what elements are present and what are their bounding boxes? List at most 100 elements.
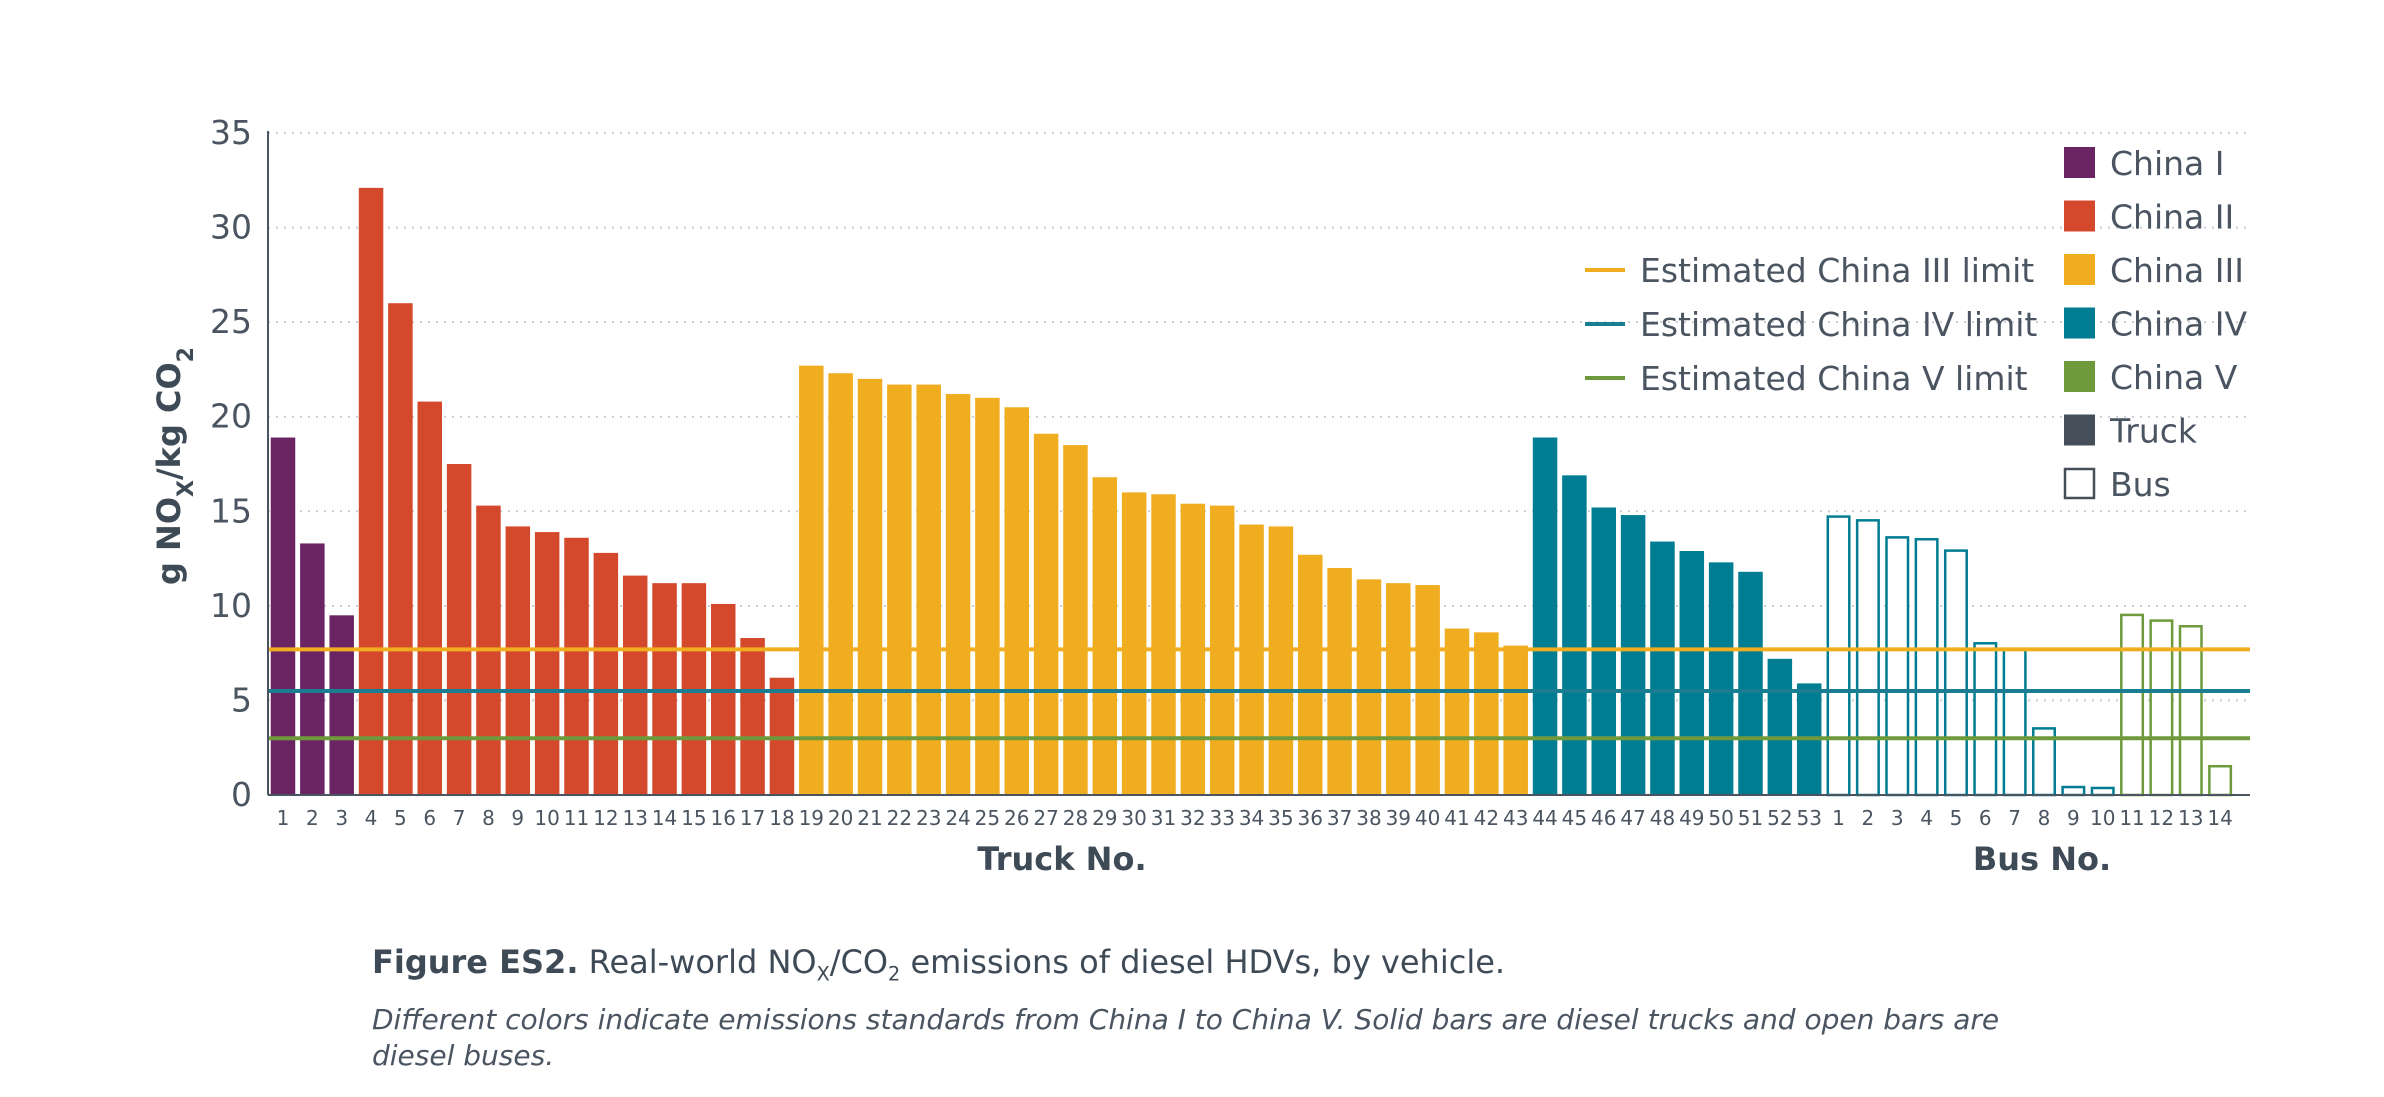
y-tick-label: 15 [210,491,252,530]
x-tick-label: 14 [2207,806,2232,830]
x-tick-label: 14 [652,806,677,830]
x-tick-label: 21 [857,806,882,830]
x-tick-label: 40 [1415,806,1440,830]
bus-bar [1914,538,1939,797]
legend-line-label: Estimated China III limit [1640,251,2034,290]
x-tick-label: 6 [1979,806,1992,830]
legend-line-label: Estimated China V limit [1640,359,2028,398]
y-axis-label: g NOX/kg CO2 [150,347,199,585]
truck-bar [1004,407,1029,795]
truck-bar [1063,445,1088,795]
reference-lines [268,647,2250,741]
legend-label: Bus [2110,465,2171,504]
caption-label: Figure ES2. [372,943,579,981]
x-tick-label: 1 [1832,806,1845,830]
legend-label: China III [2110,251,2244,290]
x-tick-label: 47 [1620,806,1645,830]
truck-bar [1092,477,1118,795]
truck-bar [1532,437,1558,795]
truck-bar [1298,554,1323,795]
legend-swatch [2064,147,2095,178]
x-tick-label: 13 [622,806,647,830]
truck-bar [1679,551,1705,795]
truck-bar [1121,492,1147,795]
y-tick-label: 30 [210,208,252,247]
x-tick-label: 23 [916,806,941,830]
x-tick-label: 44 [1532,806,1557,830]
legend-swatch [2063,467,2096,500]
bus-bar [2090,786,2115,797]
bus-bar [2208,764,2233,797]
x-tick-label: 10 [2090,806,2115,830]
legend-reference-lines: Estimated China III limit Estimated China… [1585,251,2037,398]
x-tick-label: 43 [1503,806,1528,830]
truck-bar [1444,628,1470,795]
truck-bar [534,532,560,795]
y-tick-label: 0 [231,775,252,814]
x-tick-labels: 1 2 3 4 5 6 7 8 9 10 11 12 13 14 15 16 17 18 19 20 21 22 23 24 2… [277,806,2233,830]
truck-bar [945,394,971,795]
legend-swatch [2064,200,2095,232]
x-tick-label: 9 [2067,806,2080,830]
truck-bar [329,615,354,795]
truck-bar [1356,579,1382,795]
figure-caption: Figure ES2. Real-world NOX/CO2 emissions… [372,940,2072,1074]
truck-bar [1767,658,1793,795]
x-tick-label: 30 [1121,806,1146,830]
truck-bar [857,378,883,795]
truck-bar [270,437,296,795]
legend-swatch [2064,414,2095,446]
x-tick-label: 2 [306,806,319,830]
x-tick-label: 38 [1356,806,1381,830]
legend-swatch [2064,361,2095,392]
y-tick-label: 5 [231,680,252,719]
caption-title: Figure ES2. Real-world NOX/CO2 emissions… [372,943,1506,986]
bus-bar [2120,613,2145,797]
x-tick-label: 5 [394,806,407,830]
truck-bar [799,365,824,795]
y-tick-label: 20 [210,397,252,436]
x-tick-label: 49 [1679,806,1704,830]
truck-bar [1650,541,1675,795]
x-tick-label: 53 [1796,806,1821,830]
truck-bar [358,187,384,795]
bus-bar [2178,625,2203,797]
x-tick-label: 5 [1950,806,1963,830]
y-tick-labels: 0 5 10 15 20 25 30 35 [210,113,252,814]
x-tick-label: 6 [423,806,436,830]
x-tick-label: 8 [2038,806,2051,830]
x-tick-label: 8 [482,806,495,830]
truck-bar [711,603,736,795]
truck-bar [564,537,589,795]
x-tick-label: 41 [1444,806,1469,830]
x-tick-label: 16 [711,806,736,830]
x-tick-label: 33 [1209,806,1234,830]
x-tick-label: 18 [769,806,794,830]
legend-label: China IV [2110,305,2247,344]
y-tick-label: 35 [210,113,252,152]
truck-bar [828,373,853,795]
x-tick-label: 1 [277,806,290,830]
truck-bar [1239,524,1264,795]
x-tick-label: 32 [1180,806,1205,830]
legend-swatch [2064,254,2095,285]
legend-standards: China I China II China III China IV China V T… [2063,144,2247,504]
bus-bar [2002,647,2027,797]
truck-bar [1327,568,1352,795]
x-tick-label: 7 [2008,806,2021,830]
legend-label: Truck [2109,412,2198,451]
truck-bar [916,384,941,795]
x-tick-label: 42 [1474,806,1499,830]
bus-bar [1855,519,1880,797]
truck-bar [1738,571,1763,795]
y-tick-label: 10 [210,586,252,625]
x-tick-label: 7 [453,806,466,830]
x-tick-label: 52 [1767,806,1792,830]
y-tick-label: 25 [210,302,252,341]
truck-bar [1503,645,1528,795]
truck-bar [446,464,472,795]
truck-bar [300,543,325,795]
truck-bar [1620,515,1646,795]
legend-label: China II [2110,198,2234,237]
x-tick-label: 28 [1063,806,1088,830]
